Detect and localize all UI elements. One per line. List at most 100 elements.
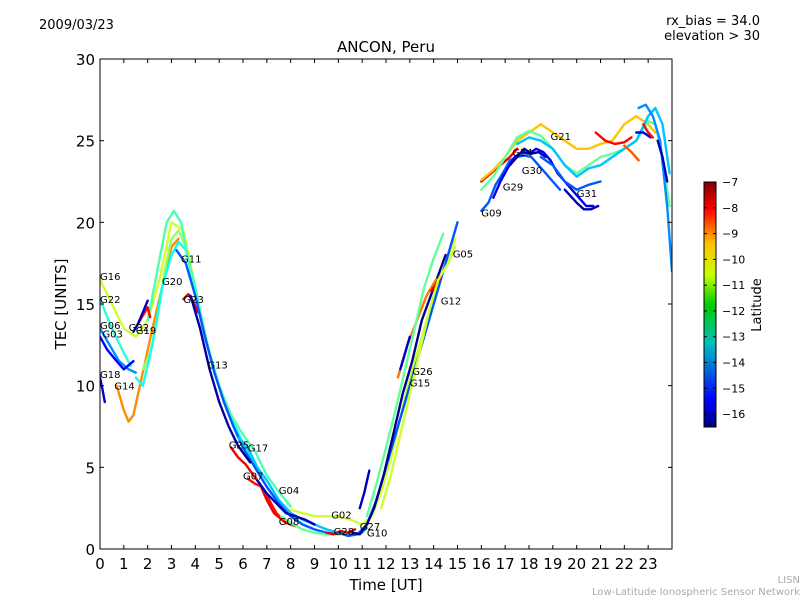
x-tick-label: 15 — [448, 555, 467, 573]
y-tick-label: 25 — [76, 133, 95, 151]
x-tick-label: 5 — [214, 555, 224, 573]
x-tick-label: 0 — [95, 555, 105, 573]
series-line-g27b — [656, 139, 669, 183]
series-line-g30 — [508, 147, 547, 167]
series-line-g13b — [189, 294, 252, 464]
satellite-label: G22 — [100, 295, 120, 306]
x-tick-label: 2 — [143, 555, 153, 573]
x-tick-label: 3 — [167, 555, 177, 573]
satellite-label: G07 — [243, 472, 263, 483]
x-tick-label: 18 — [519, 555, 538, 573]
elevation-label: elevation > 30 — [664, 29, 760, 44]
colorbar-tick-label: −12 — [722, 305, 745, 318]
x-tick-label: 23 — [639, 555, 658, 573]
colorbar-tick-label: −7 — [722, 176, 738, 189]
x-tick-label: 22 — [615, 555, 634, 573]
colorbar-label: Latitude — [750, 278, 765, 332]
satellite-label: G23 — [183, 295, 203, 306]
satellite-label: G10 — [367, 529, 387, 540]
satellite-label: G32 — [129, 323, 149, 334]
x-tick-label: 10 — [329, 555, 348, 573]
y-tick-label: 10 — [76, 378, 95, 396]
series-line-g10b — [358, 469, 371, 510]
colorbar-tick-label: −15 — [722, 382, 745, 395]
series-line-g15 — [399, 335, 411, 371]
x-axis-label: Time [UT] — [348, 576, 422, 594]
series-line-g02 — [289, 237, 457, 526]
satellite-label: G26 — [412, 367, 432, 378]
x-tick-label: 20 — [567, 555, 586, 573]
colorbar-tick-label: −9 — [722, 228, 738, 241]
x-tick-label: 14 — [424, 555, 443, 573]
series-line-g03 — [100, 335, 135, 371]
colorbar-tick-label: −8 — [722, 202, 738, 215]
date-label: 2009/03/23 — [39, 18, 114, 33]
satellite-label: G18 — [100, 370, 120, 381]
satellite-label: G11 — [181, 254, 201, 265]
satellite-label: G13 — [207, 360, 227, 371]
series-line-g04 — [256, 479, 316, 526]
series-line-g08 — [279, 515, 350, 536]
satellite-label: G02 — [331, 511, 351, 522]
series-line-g05b — [380, 245, 457, 510]
satellite-label: G19 — [136, 326, 156, 337]
satellite-label: G05 — [453, 249, 473, 260]
y-tick-label: 15 — [76, 296, 95, 314]
credit-long: Low-Latitude Ionospheric Sensor Network — [592, 587, 800, 598]
x-tick-label: 16 — [472, 555, 491, 573]
satellite-label: G30 — [522, 166, 542, 177]
satellite-label: G28 — [334, 527, 354, 538]
axes-layer: 0 1 2 3 4 5 6 7 8 9 10 11 12 13 14 15 16 17 18 19 20 21 22 2305… — [76, 51, 672, 573]
x-tick-label: 7 — [262, 555, 272, 573]
series-layer — [100, 103, 672, 538]
satellite-label: G25 — [229, 441, 249, 452]
series-line-g12b — [635, 131, 652, 139]
series-line-g07 — [246, 477, 297, 528]
rx-bias-label: rx_bias = 34.0 — [666, 14, 760, 29]
satellite-label: G14 — [114, 382, 134, 393]
x-tick-label: 17 — [496, 555, 515, 573]
colorbar-tick-label: −16 — [722, 408, 745, 421]
x-tick-label: 9 — [310, 555, 320, 573]
satellite-label: G27 — [360, 522, 380, 533]
colorbar-tick-label: −10 — [722, 253, 745, 266]
satellite-label: G04 — [279, 486, 299, 497]
series-line-g31b — [539, 155, 602, 191]
colorbar-tick-label: −11 — [722, 279, 745, 292]
satellite-label: G09 — [481, 209, 501, 220]
satellite-label: G31 — [577, 189, 597, 200]
colorbar-ticks: −7 −8 −9 −10 −11 −12 −13 −14 −15 −16 — [704, 176, 745, 421]
x-tick-label: 6 — [238, 555, 248, 573]
x-tick-label: 1 — [119, 555, 129, 573]
params-label: rx_bias = 34.0 elevation > 30 — [664, 14, 760, 44]
series-line-g06 — [100, 327, 138, 374]
satellite-label: G08 — [279, 517, 299, 528]
y-tick-label: 0 — [85, 541, 95, 559]
satellite-label: G21 — [551, 132, 571, 143]
y-tick-label: 30 — [76, 51, 95, 69]
y-tick-label: 20 — [76, 214, 95, 232]
colorbar: −7 −8 −9 −10 −11 −12 −13 −14 −15 −16 Latitude — [703, 176, 765, 428]
series-line-g22 — [100, 297, 133, 368]
series-line-g21c — [623, 144, 640, 162]
x-tick-label: 11 — [353, 555, 372, 573]
x-tick-label: 13 — [400, 555, 419, 573]
series-line-g32 — [132, 299, 149, 333]
satellite-label: G24 — [512, 148, 532, 159]
satellite-label: G06 — [100, 321, 120, 332]
series-line-g24b — [594, 131, 633, 146]
satellite-label: G15 — [410, 378, 430, 389]
series-line-g13 — [175, 248, 352, 536]
x-tick-label: 21 — [591, 555, 610, 573]
x-tick-label: 4 — [191, 555, 201, 573]
series-line-g09 — [480, 154, 562, 213]
credit-short: LISN — [777, 575, 800, 586]
y-tick-label: 5 — [85, 459, 95, 477]
series-line-g31c — [563, 188, 600, 211]
satellite-label: G29 — [503, 182, 523, 193]
series-line-g31 — [515, 106, 671, 178]
satellite-label: G17 — [248, 444, 268, 455]
annotation-layer: G16G22G06G03G32G19G18G14G11G20G23G13G25G… — [100, 132, 597, 540]
series-line-g21b — [480, 119, 671, 208]
